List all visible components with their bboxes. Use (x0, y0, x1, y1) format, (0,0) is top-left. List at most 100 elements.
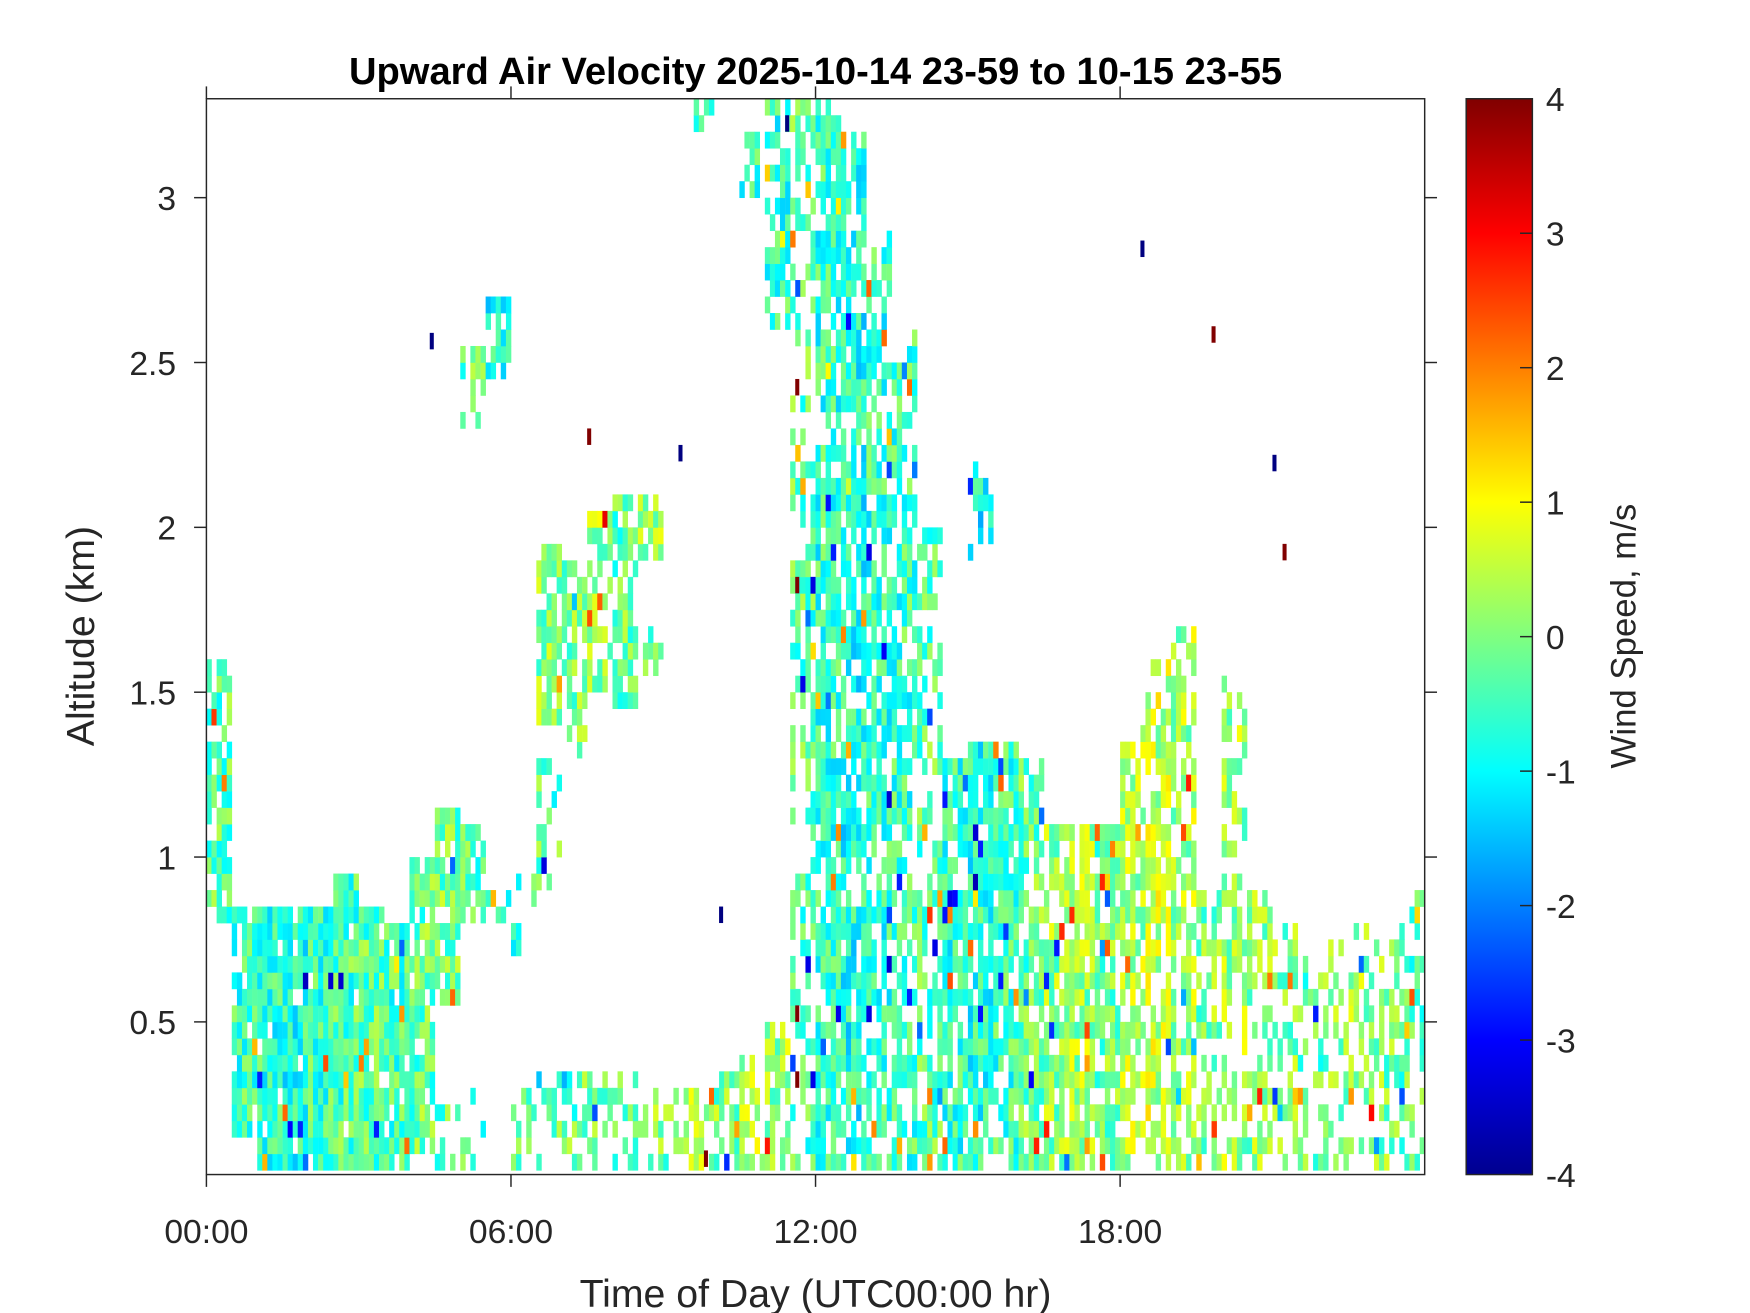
heatmap-cell (957, 1120, 964, 1138)
heatmap-cell (358, 1054, 365, 1072)
heatmap-cell (1059, 988, 1065, 1006)
heatmap-cell (972, 923, 979, 940)
heatmap-cell (769, 1021, 776, 1039)
heatmap-cell (622, 543, 628, 561)
heatmap-cell (1120, 1137, 1126, 1155)
heatmap-cell (815, 725, 821, 742)
heatmap-cell (749, 1120, 755, 1138)
heatmap-cell (1018, 1054, 1024, 1072)
heatmap-cell (312, 1021, 319, 1039)
heatmap-cell (338, 923, 344, 940)
heatmap-cell (363, 1021, 370, 1039)
heatmap-cell (840, 280, 847, 297)
heatmap-cell (790, 807, 796, 825)
heatmap-cell (409, 1038, 415, 1056)
heatmap-cell (901, 923, 908, 940)
heatmap-cell (891, 1005, 898, 1023)
heatmap-cell (1150, 890, 1157, 907)
heatmap-cell (353, 923, 359, 940)
heatmap-cell (1110, 890, 1116, 907)
heatmap-cell (262, 939, 268, 957)
heatmap-cell (891, 428, 898, 446)
heatmap-cell (977, 939, 984, 957)
heatmap-cell (851, 527, 857, 545)
heatmap-cell (1049, 873, 1055, 891)
heatmap-cell (1043, 1021, 1050, 1039)
heatmap-cell (815, 791, 821, 808)
heatmap-cell (312, 1071, 319, 1089)
heatmap-cell (1150, 791, 1157, 808)
heatmap-cell (947, 1137, 953, 1155)
heatmap-cell (267, 1087, 273, 1105)
heatmap-cell (988, 1021, 994, 1039)
heatmap-cell (389, 923, 395, 940)
heatmap-cell (876, 1038, 882, 1056)
heatmap-cell (1074, 955, 1080, 973)
heatmap-cell (886, 692, 893, 709)
heatmap-cell (830, 593, 837, 611)
heatmap-cell (840, 857, 847, 874)
heatmap-cell (394, 1120, 400, 1138)
heatmap-cell (1033, 824, 1040, 841)
heatmap-cell (1155, 1087, 1162, 1105)
heatmap-cell (439, 988, 446, 1006)
heatmap-cell (708, 1153, 715, 1171)
heatmap-cell (287, 923, 294, 940)
heatmap-cell (348, 1005, 354, 1023)
heatmap-cell (825, 345, 832, 363)
heatmap-cell (886, 1087, 893, 1105)
heatmap-cell (1165, 659, 1172, 677)
heatmap-cell (1348, 1071, 1354, 1089)
heatmap-cell (988, 840, 994, 858)
heatmap-cell (779, 1054, 786, 1072)
heatmap-cell (830, 313, 837, 330)
heatmap-cell (988, 988, 994, 1006)
heatmap-cell (211, 774, 217, 792)
heatmap-cell (896, 692, 903, 709)
heatmap-cell (576, 741, 583, 759)
heatmap-cell (328, 939, 334, 957)
heatmap-cell (1013, 1054, 1019, 1072)
heatmap-cell (1130, 873, 1136, 891)
heatmap-cell (1125, 758, 1131, 775)
heatmap-cell (1089, 1054, 1096, 1072)
heatmap-cell (876, 988, 882, 1006)
heatmap-cell (917, 1005, 923, 1023)
heatmap-cell (815, 115, 821, 133)
heatmap-cell (1125, 1104, 1131, 1122)
heatmap-cell (810, 609, 816, 627)
heatmap-cell (729, 1071, 735, 1089)
heatmap-cell (957, 955, 964, 973)
heatmap-cell (851, 461, 857, 479)
heatmap-cell (267, 988, 273, 1006)
heatmap-cell (851, 840, 857, 858)
heatmap-cell (881, 708, 887, 726)
heatmap-cell (993, 988, 999, 1006)
heatmap-cell (663, 1153, 669, 1171)
heatmap-cell (1404, 955, 1410, 973)
heatmap-cell (820, 296, 826, 314)
heatmap-cell (815, 1054, 821, 1072)
heatmap-cell (1409, 988, 1415, 1006)
heatmap-cell (866, 362, 872, 380)
heatmap-cell (384, 1153, 390, 1171)
heatmap-cell (866, 725, 872, 742)
heatmap-cell (312, 1087, 319, 1105)
heatmap-cell (409, 955, 415, 973)
heatmap-cell (556, 543, 563, 561)
heatmap-cell (394, 923, 400, 940)
heatmap-cell (861, 477, 867, 495)
heatmap-cell (1130, 1071, 1136, 1089)
heatmap-cell (353, 1005, 359, 1023)
heatmap-cell (851, 972, 857, 990)
heatmap-cell (206, 708, 212, 726)
heatmap-cell (805, 543, 811, 561)
heatmap-cell (1018, 857, 1024, 874)
heatmap-cell (815, 1071, 821, 1089)
heatmap-cell (1033, 857, 1040, 874)
heatmap-cell (962, 955, 969, 973)
heatmap-cell (719, 1137, 725, 1155)
heatmap-cell (1170, 675, 1177, 693)
heatmap-cell (871, 972, 877, 990)
heatmap-cell (1028, 955, 1035, 973)
